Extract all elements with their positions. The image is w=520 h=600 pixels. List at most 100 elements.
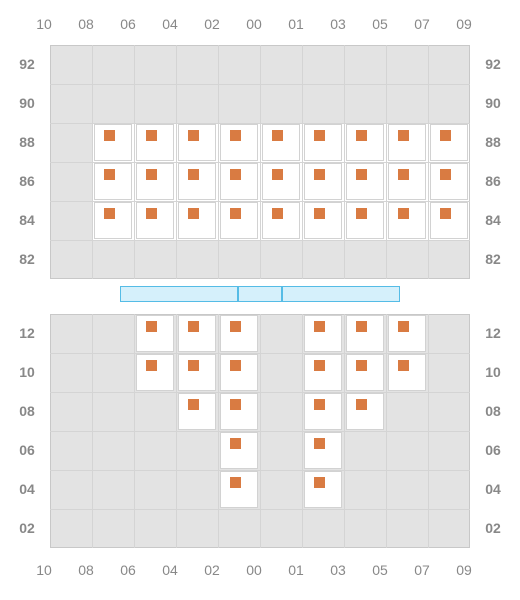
col-label-top: 04 (155, 16, 185, 32)
row-label-right: 04 (478, 481, 508, 497)
seat-marker (398, 208, 409, 219)
row-label-right: 08 (478, 403, 508, 419)
row-label-left: 82 (12, 251, 42, 267)
row-label-right: 12 (478, 325, 508, 341)
col-label-bottom: 06 (113, 562, 143, 578)
row-label-right: 02 (478, 520, 508, 536)
grid-line (50, 431, 470, 432)
col-label-top: 06 (113, 16, 143, 32)
grid-line (50, 470, 470, 471)
row-label-left: 04 (12, 481, 42, 497)
row-label-right: 88 (478, 134, 508, 150)
seat-marker (188, 399, 199, 410)
seat-marker (398, 169, 409, 180)
row-label-left: 88 (12, 134, 42, 150)
seat-marker (104, 130, 115, 141)
seat-marker (314, 477, 325, 488)
row-label-right: 86 (478, 173, 508, 189)
seat-marker (230, 169, 241, 180)
seat-marker (398, 130, 409, 141)
col-label-bottom: 08 (71, 562, 101, 578)
seat-marker (230, 477, 241, 488)
row-label-left: 02 (12, 520, 42, 536)
seat-marker (314, 438, 325, 449)
row-label-left: 90 (12, 95, 42, 111)
col-label-top: 05 (365, 16, 395, 32)
seat-marker (314, 399, 325, 410)
stage-segment (238, 286, 282, 302)
seat-marker (230, 399, 241, 410)
seat-marker (188, 130, 199, 141)
seat-marker (188, 321, 199, 332)
seat-marker (356, 360, 367, 371)
seat-marker (314, 360, 325, 371)
seat-marker (356, 399, 367, 410)
col-label-bottom: 01 (281, 562, 311, 578)
grid-line (50, 509, 470, 510)
seat-marker (272, 169, 283, 180)
row-label-right: 92 (478, 56, 508, 72)
col-label-bottom: 10 (29, 562, 59, 578)
stage-segment (120, 286, 238, 302)
seat-marker (440, 208, 451, 219)
seat-marker (356, 130, 367, 141)
seat-marker (230, 360, 241, 371)
seat-marker (356, 169, 367, 180)
row-label-left: 06 (12, 442, 42, 458)
seat-marker (272, 130, 283, 141)
col-label-bottom: 03 (323, 562, 353, 578)
col-label-top: 07 (407, 16, 437, 32)
col-label-bottom: 09 (449, 562, 479, 578)
seat-marker (104, 208, 115, 219)
seat-marker (146, 321, 157, 332)
col-label-top: 09 (449, 16, 479, 32)
grid-line (50, 392, 470, 393)
seat-marker (188, 360, 199, 371)
col-label-top: 00 (239, 16, 269, 32)
col-label-top: 03 (323, 16, 353, 32)
seat-marker (314, 208, 325, 219)
row-label-right: 06 (478, 442, 508, 458)
seat-marker (314, 169, 325, 180)
seat-marker (146, 169, 157, 180)
seat-marker (188, 208, 199, 219)
row-label-left: 84 (12, 212, 42, 228)
grid-line (50, 84, 470, 85)
row-label-left: 92 (12, 56, 42, 72)
col-label-top: 08 (71, 16, 101, 32)
row-label-left: 12 (12, 325, 42, 341)
row-label-left: 10 (12, 364, 42, 380)
seat-marker (188, 169, 199, 180)
seat-marker (356, 321, 367, 332)
col-label-bottom: 05 (365, 562, 395, 578)
seat-marker (314, 130, 325, 141)
stage-segment (282, 286, 400, 302)
seat-marker (104, 169, 115, 180)
seat-marker (146, 130, 157, 141)
seating-diagram: 1010080806060404020200000101030305050707… (0, 0, 520, 600)
row-label-right: 10 (478, 364, 508, 380)
col-label-bottom: 02 (197, 562, 227, 578)
seat-marker (440, 169, 451, 180)
seat-marker (146, 360, 157, 371)
seat-marker (146, 208, 157, 219)
row-label-right: 82 (478, 251, 508, 267)
col-label-top: 01 (281, 16, 311, 32)
seat-marker (272, 208, 283, 219)
seat-marker (440, 130, 451, 141)
row-label-right: 84 (478, 212, 508, 228)
row-label-left: 86 (12, 173, 42, 189)
seat-marker (398, 360, 409, 371)
seat-marker (314, 321, 325, 332)
row-label-right: 90 (478, 95, 508, 111)
col-label-top: 02 (197, 16, 227, 32)
seat-marker (356, 208, 367, 219)
seat-marker (230, 208, 241, 219)
seat-marker (230, 438, 241, 449)
grid-line (50, 240, 470, 241)
seat-marker (230, 321, 241, 332)
col-label-bottom: 04 (155, 562, 185, 578)
row-label-left: 08 (12, 403, 42, 419)
col-label-top: 10 (29, 16, 59, 32)
seat-marker (230, 130, 241, 141)
